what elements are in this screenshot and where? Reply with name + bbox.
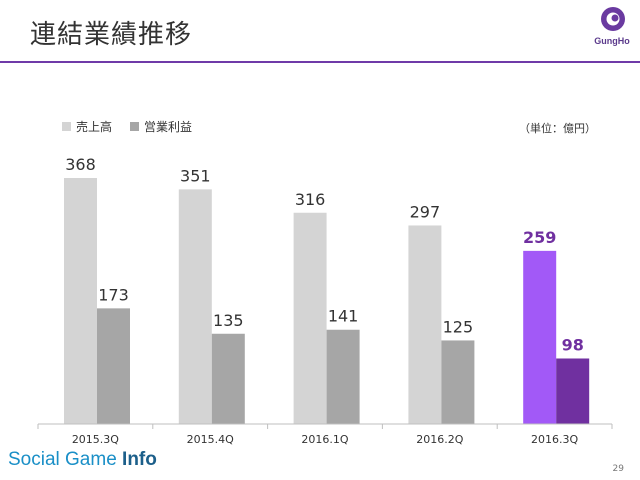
unit-label: （単位：億円） [519,122,596,135]
x-tick-label: 2016.1Q [301,433,348,446]
data-label-sales: 297 [410,202,441,221]
legend-swatch-sales [62,122,71,131]
x-tick-label: 2016.3Q [531,433,578,446]
bar-operating-profit [556,358,590,424]
legend-label-sales: 売上高 [76,120,113,134]
legend-label-operating-profit: 営業利益 [144,120,193,134]
legend-item-operating-profit: 営業利益 [130,118,192,135]
bar-sales [178,189,212,424]
data-label-operating-profit: 135 [213,311,244,330]
brand-prefix: Social Game [8,449,123,470]
data-label-sales: 316 [295,190,326,209]
legend-swatch-operating-profit [130,122,140,131]
bar-sales [523,250,557,424]
bar-operating-profit [441,340,475,424]
data-label-sales: 368 [65,155,96,174]
title-divider [0,61,640,63]
data-label-operating-profit: 173 [98,285,129,304]
bar-operating-profit [97,308,130,424]
legend-item-sales: 売上高 [62,118,112,135]
page-number: 29 [612,464,624,474]
social-game-info-brand: Social Game Info [8,449,157,471]
bar-sales [64,178,97,424]
x-tick-label: 2015.4Q [187,433,234,446]
gungho-logo: GungHo [588,4,636,62]
bar-sales [293,212,327,424]
page-title: 連結業績推移 [30,20,193,50]
logo-text: GungHo [594,36,630,46]
x-tick-label: 2016.2Q [416,433,463,446]
data-label-operating-profit: 141 [328,307,359,326]
data-label-operating-profit: 125 [443,317,474,336]
bar-operating-profit [326,329,360,424]
bar-operating-profit [211,333,245,424]
bar-sales [408,225,442,424]
x-tick-label: 2015.3Q [72,433,119,446]
data-label-sales: 351 [180,166,211,185]
gungho-logo-icon [601,7,625,31]
data-label-operating-profit: 98 [562,335,584,354]
brand-suffix: Info [122,449,157,470]
chart-legend: 売上高 営業利益 [62,118,210,135]
data-label-sales: 259 [523,228,556,247]
